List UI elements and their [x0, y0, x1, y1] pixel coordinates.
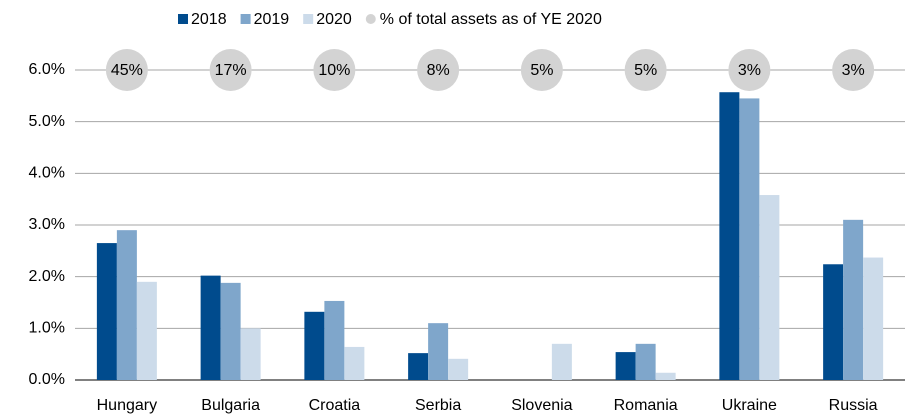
bar [448, 358, 469, 380]
bar [635, 343, 656, 380]
bar [719, 92, 740, 380]
bar [304, 311, 325, 380]
bar [863, 257, 884, 380]
bar [428, 323, 449, 380]
y-tick-label: 6.0% [29, 61, 65, 78]
share-circle [209, 49, 252, 91]
share-circle [105, 49, 148, 91]
share-circle [832, 49, 875, 91]
share-label: 5% [634, 62, 657, 79]
legend-swatch [303, 14, 314, 24]
bar [408, 353, 429, 380]
y-tick-label: 1.0% [29, 320, 65, 337]
share-circle [624, 49, 667, 91]
share-circle [520, 49, 563, 91]
bar [615, 352, 636, 380]
bar [823, 264, 844, 380]
y-tick-label: 5.0% [29, 113, 65, 130]
x-tick-label: Hungary [97, 397, 157, 414]
x-tick-label: Slovenia [511, 397, 572, 414]
x-tick-label: Serbia [415, 397, 461, 414]
x-tick-label: Romania [614, 397, 678, 414]
share-label: 10% [318, 62, 350, 79]
bar [116, 230, 137, 380]
share-label: 3% [738, 62, 761, 79]
bar [200, 275, 221, 380]
bar [324, 300, 345, 380]
legend-label: 2020 [316, 11, 352, 28]
bar [344, 346, 365, 380]
legend-label: 2019 [254, 11, 290, 28]
x-tick-label: Croatia [309, 397, 361, 414]
bar [240, 328, 261, 380]
bar [843, 219, 864, 380]
y-tick-label: 3.0% [29, 216, 65, 233]
share-circle [417, 49, 460, 91]
share-label: 5% [530, 62, 553, 79]
x-tick-label: Russia [829, 397, 878, 414]
y-tick-label: 4.0% [29, 165, 65, 182]
bar [220, 282, 241, 380]
x-tick-label: Bulgaria [201, 397, 260, 414]
bar [655, 372, 676, 380]
bar [551, 343, 572, 380]
bar [759, 195, 780, 380]
bar [96, 243, 117, 380]
bar [739, 98, 760, 381]
x-tick-label: Ukraine [722, 397, 777, 414]
share-label: 17% [215, 62, 247, 79]
share-label: 3% [842, 62, 865, 79]
legend-label: % of total assets as of YE 2020 [380, 11, 602, 28]
y-tick-label: 0.0% [29, 371, 65, 388]
share-circle [728, 49, 771, 91]
legend-swatch [240, 14, 251, 24]
bar [136, 281, 157, 380]
legend-swatch [178, 14, 188, 24]
legend-swatch [365, 14, 376, 24]
share-label: 8% [427, 62, 450, 79]
share-label: 45% [111, 62, 143, 79]
legend-label: 2018 [191, 11, 227, 28]
share-circle [313, 49, 356, 91]
y-tick-label: 2.0% [29, 268, 65, 285]
